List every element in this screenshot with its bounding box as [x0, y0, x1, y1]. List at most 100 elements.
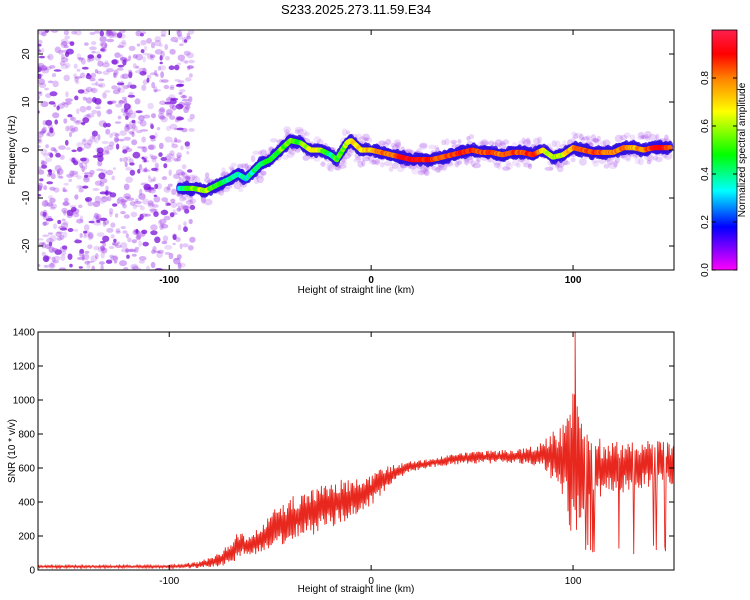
colorbar: 0.00.20.40.60.8 Normalized spectral ampl… — [700, 30, 748, 277]
noise-blob — [64, 36, 70, 40]
ridge-halo — [395, 142, 401, 148]
noise-blob — [62, 219, 66, 222]
noise-blob — [70, 205, 76, 208]
noise-blob — [183, 221, 187, 226]
ridge-halo — [503, 139, 510, 144]
noise-blob — [106, 145, 113, 150]
noise-blob — [56, 106, 59, 111]
noise-blob — [95, 253, 99, 259]
noise-blob — [111, 100, 116, 103]
noise-blob — [161, 157, 167, 161]
noise-blob — [128, 70, 132, 73]
noise-blob — [141, 49, 145, 53]
noise-blob — [97, 54, 102, 59]
noise-blob — [173, 234, 177, 240]
noise-blob — [98, 201, 106, 204]
noise-blob — [126, 113, 131, 119]
noise-blob — [49, 65, 55, 69]
noise-blob — [39, 56, 45, 59]
noise-blob — [184, 61, 188, 64]
ridge-halo — [528, 163, 532, 169]
noise-blob — [182, 164, 187, 169]
noise-blob — [100, 31, 104, 37]
noise-blob — [83, 177, 90, 180]
noise-blob — [151, 262, 156, 268]
noise-blob — [50, 207, 56, 210]
noise-blob — [164, 186, 171, 192]
noise-blob — [159, 143, 164, 149]
noise-blob — [100, 182, 105, 186]
noise-blob — [88, 232, 94, 239]
noise-blob — [154, 237, 160, 244]
noise-blob — [173, 258, 179, 261]
noise-blob — [49, 187, 55, 191]
noise-blob — [54, 119, 58, 124]
noise-blob — [144, 46, 147, 51]
snr-y-tick-label: 600 — [18, 464, 35, 475]
noise-blob — [154, 184, 158, 189]
ridge-halo — [624, 133, 631, 138]
noise-blob — [102, 141, 109, 144]
noise-blob — [54, 69, 62, 72]
ridge-halo — [304, 132, 310, 137]
noise-blob — [64, 198, 69, 202]
noise-blob — [42, 126, 47, 133]
noise-blob — [177, 84, 185, 87]
noise-blob — [178, 224, 182, 230]
noise-blob — [102, 92, 107, 99]
noise-blob — [42, 222, 47, 226]
noise-blob — [118, 139, 124, 142]
noise-blob — [41, 160, 45, 166]
noise-blob — [185, 77, 192, 81]
noise-blob — [99, 261, 105, 265]
noise-blob — [166, 126, 171, 131]
snr-y-tick-label: 0 — [29, 566, 35, 577]
noise-blob — [98, 83, 105, 88]
noise-blob — [113, 167, 116, 170]
noise-blob — [79, 58, 83, 62]
noise-blob — [149, 208, 157, 211]
noise-blob — [53, 223, 57, 229]
noise-blob — [154, 196, 161, 202]
noise-blob — [43, 255, 50, 262]
snr-y-tick-label: 1200 — [13, 362, 36, 373]
noise-blob — [83, 118, 90, 121]
noise-blob — [159, 44, 163, 47]
ridge-halo — [380, 162, 384, 168]
noise-blob — [151, 168, 158, 171]
noise-blob — [129, 162, 134, 165]
noise-blob — [67, 114, 72, 117]
noise-blob — [82, 186, 88, 189]
noise-blob — [143, 53, 149, 56]
noise-blob — [87, 244, 92, 249]
noise-blob — [99, 120, 107, 127]
colorbar-tick-label: 0.6 — [700, 119, 711, 133]
noise-blob — [39, 178, 43, 181]
noise-blob — [109, 246, 115, 249]
noise-blob — [124, 184, 130, 191]
noise-blob — [160, 223, 165, 225]
noise-blob — [54, 256, 60, 261]
noise-blob — [133, 249, 138, 253]
ridge-halo — [497, 163, 502, 170]
noise-blob — [105, 60, 109, 64]
ridge-halo — [593, 161, 599, 167]
noise-blob — [97, 110, 101, 117]
noise-blob — [139, 256, 147, 261]
noise-blob — [137, 121, 143, 124]
noise-blob — [179, 89, 186, 92]
noise-blob — [62, 187, 66, 192]
noise-blob — [120, 74, 125, 79]
ridge-halo — [475, 160, 480, 164]
noise-blob — [132, 239, 137, 243]
noise-blob — [133, 63, 137, 69]
ridge-halo — [655, 157, 662, 163]
noise-blob — [91, 88, 98, 94]
noise-blob — [157, 127, 160, 130]
noise-blob — [61, 208, 67, 214]
noise-blob — [109, 212, 112, 218]
noise-blob — [141, 137, 146, 143]
noise-blob — [60, 254, 65, 261]
noise-blob — [170, 98, 178, 101]
noise-blob — [97, 71, 102, 74]
